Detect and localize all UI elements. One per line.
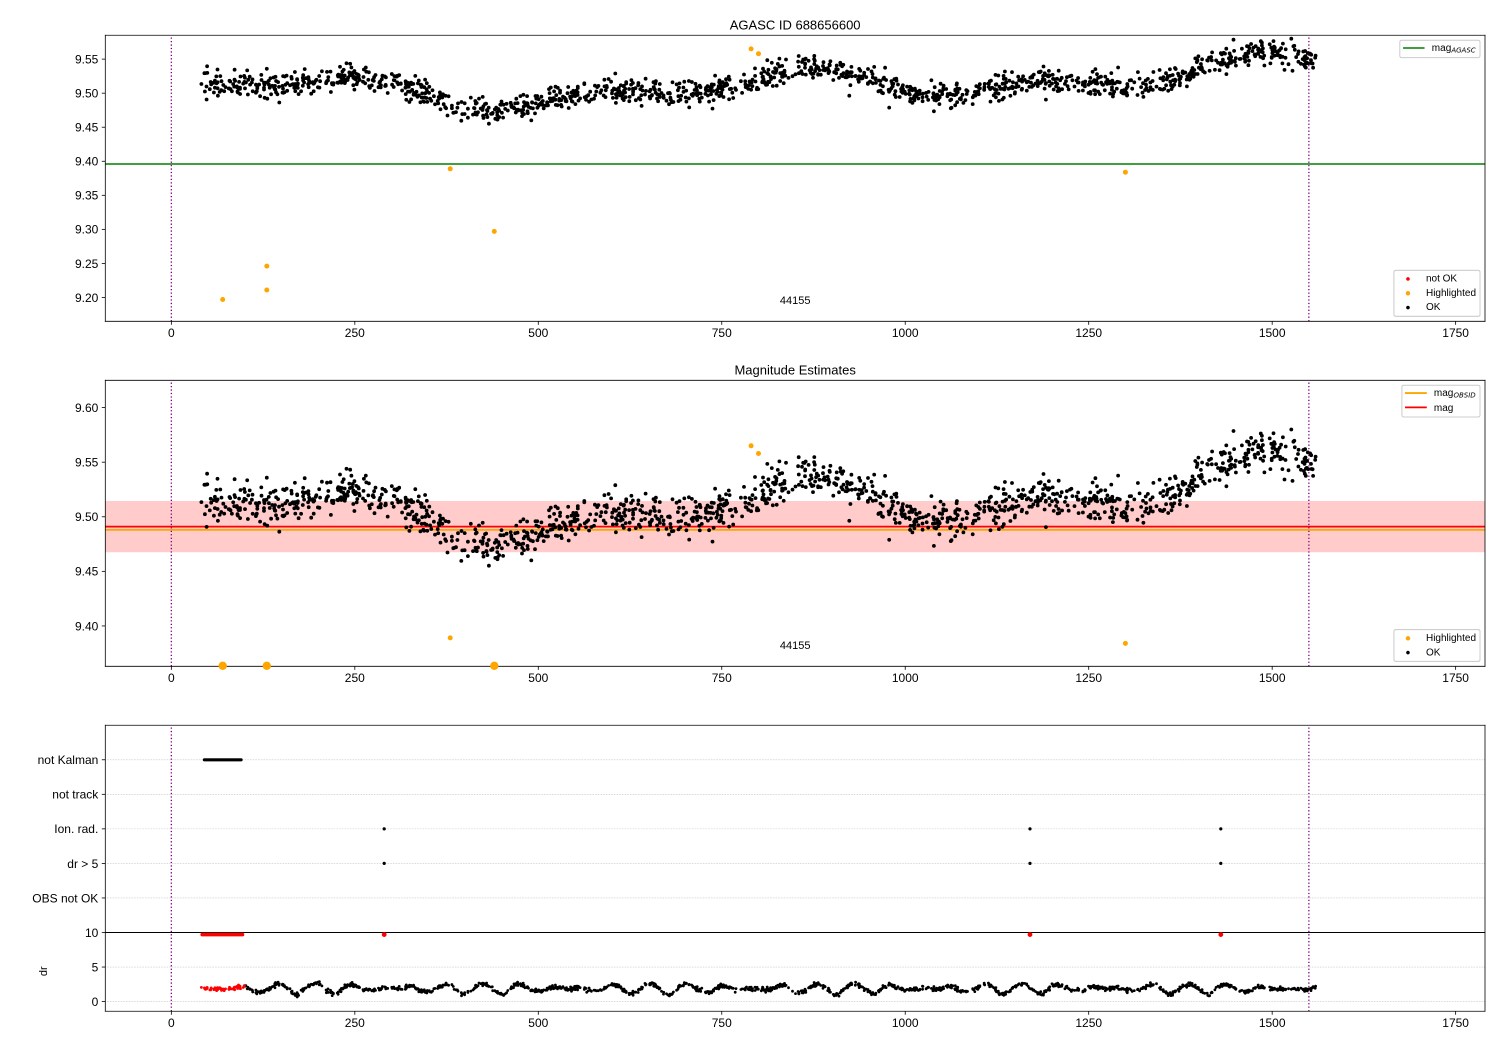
svg-text:1250: 1250 [1075,326,1102,340]
svg-text:9.40: 9.40 [75,619,99,633]
svg-text:9.50: 9.50 [75,510,99,524]
svg-text:750: 750 [712,326,732,340]
svg-text:0: 0 [92,995,99,1009]
svg-text:9.45: 9.45 [75,121,99,135]
svg-text:OBS not OK: OBS not OK [32,891,98,905]
svg-text:mag: mag [1434,403,1453,414]
svg-text:1750: 1750 [1442,326,1469,340]
svg-text:1500: 1500 [1259,671,1286,685]
svg-text:500: 500 [528,326,548,340]
svg-text:750: 750 [712,1016,732,1030]
svg-text:Ion. rad.: Ion. rad. [54,822,98,836]
svg-text:not track: not track [52,788,99,802]
svg-text:9.25: 9.25 [75,257,99,271]
svg-text:Highlighted: Highlighted [1426,633,1476,644]
svg-text:9.60: 9.60 [75,401,99,415]
svg-text:9.55: 9.55 [75,52,99,66]
svg-text:Highlighted: Highlighted [1426,288,1476,299]
svg-text:500: 500 [528,1016,548,1030]
svg-text:Magnitude Estimates: Magnitude Estimates [734,362,856,377]
svg-text:AGASC ID 688656600: AGASC ID 688656600 [730,17,861,32]
svg-text:1250: 1250 [1075,1016,1102,1030]
svg-text:9.30: 9.30 [75,223,99,237]
svg-text:9.45: 9.45 [75,565,99,579]
svg-text:OK: OK [1426,647,1441,658]
svg-text:not Kalman: not Kalman [38,753,99,767]
svg-text:750: 750 [712,671,732,685]
svg-text:0: 0 [168,1016,175,1030]
svg-text:1500: 1500 [1259,326,1286,340]
svg-text:9.50: 9.50 [75,87,99,101]
svg-text:1750: 1750 [1442,1016,1469,1030]
svg-text:250: 250 [345,1016,365,1030]
svg-text:44155: 44155 [780,295,811,307]
svg-text:1250: 1250 [1075,671,1102,685]
svg-text:0: 0 [168,326,175,340]
svg-text:500: 500 [528,671,548,685]
svg-text:1500: 1500 [1259,1016,1286,1030]
svg-text:OK: OK [1426,302,1441,313]
svg-text:10: 10 [85,926,99,940]
svg-text:not OK: not OK [1426,274,1457,285]
svg-text:44155: 44155 [780,640,811,652]
svg-text:9.55: 9.55 [75,456,99,470]
svg-text:9.35: 9.35 [75,189,99,203]
svg-text:1750: 1750 [1442,671,1469,685]
svg-text:dr > 5: dr > 5 [67,857,98,871]
svg-text:1000: 1000 [892,326,919,340]
svg-text:250: 250 [345,671,365,685]
svg-text:9.20: 9.20 [75,291,99,305]
svg-text:1000: 1000 [892,671,919,685]
svg-text:250: 250 [345,326,365,340]
svg-text:5: 5 [92,960,99,974]
svg-text:dr: dr [38,966,50,976]
svg-text:1000: 1000 [892,1016,919,1030]
svg-text:0: 0 [168,671,175,685]
svg-text:9.40: 9.40 [75,155,99,169]
